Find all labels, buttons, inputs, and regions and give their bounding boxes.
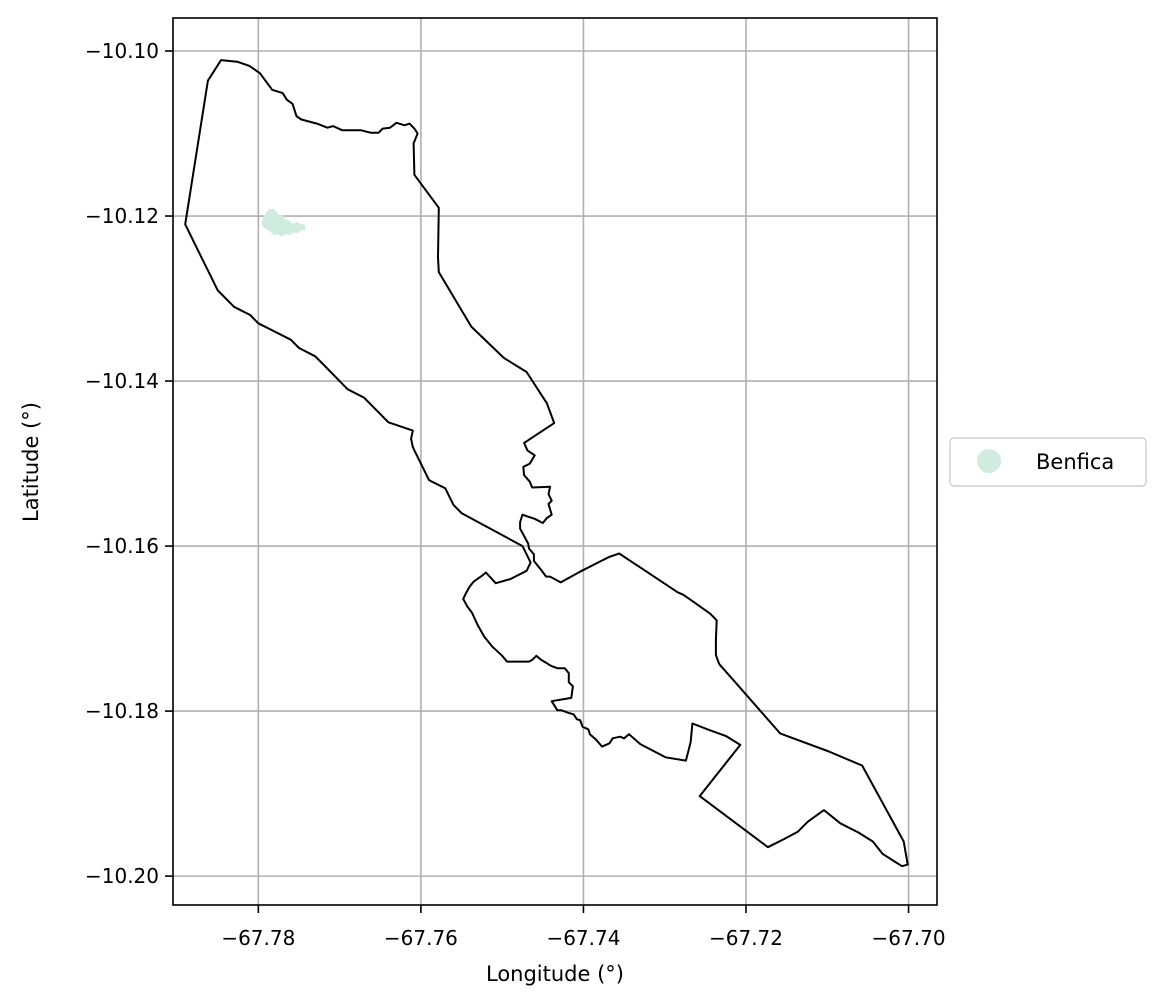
- grid-lines: [173, 18, 937, 905]
- benfica-region: [261, 208, 306, 237]
- x-tick-label: −67.78: [221, 926, 295, 950]
- x-axis-label: Longitude (°): [486, 962, 624, 986]
- x-tick-label: −67.76: [384, 926, 458, 950]
- y-axis-label: Latitude (°): [19, 402, 43, 522]
- plot-frame: [172, 17, 938, 906]
- legend-marker-benfica: [977, 449, 1001, 473]
- x-tick-label: −67.70: [872, 926, 946, 950]
- legend: Benfica: [949, 437, 1147, 487]
- y-tick-label: −10.14: [85, 369, 159, 393]
- y-axis-ticks: −10.10 −10.12 −10.14 −10.16 −10.18 −10.20: [85, 39, 173, 888]
- legend-box: [949, 437, 1147, 487]
- municipality-outline: [184, 59, 909, 868]
- x-axis-ticks: −67.78 −67.76 −67.74 −67.72 −67.70: [221, 905, 946, 950]
- map-polygons: [184, 59, 909, 868]
- x-tick-label: −67.72: [709, 926, 783, 950]
- y-tick-label: −10.12: [85, 204, 159, 228]
- y-tick-label: −10.10: [85, 39, 159, 63]
- legend-label-benfica: Benfica: [1036, 450, 1114, 474]
- y-tick-label: −10.16: [85, 534, 159, 558]
- y-tick-label: −10.20: [85, 864, 159, 888]
- x-tick-label: −67.74: [546, 926, 620, 950]
- y-tick-label: −10.18: [85, 699, 159, 723]
